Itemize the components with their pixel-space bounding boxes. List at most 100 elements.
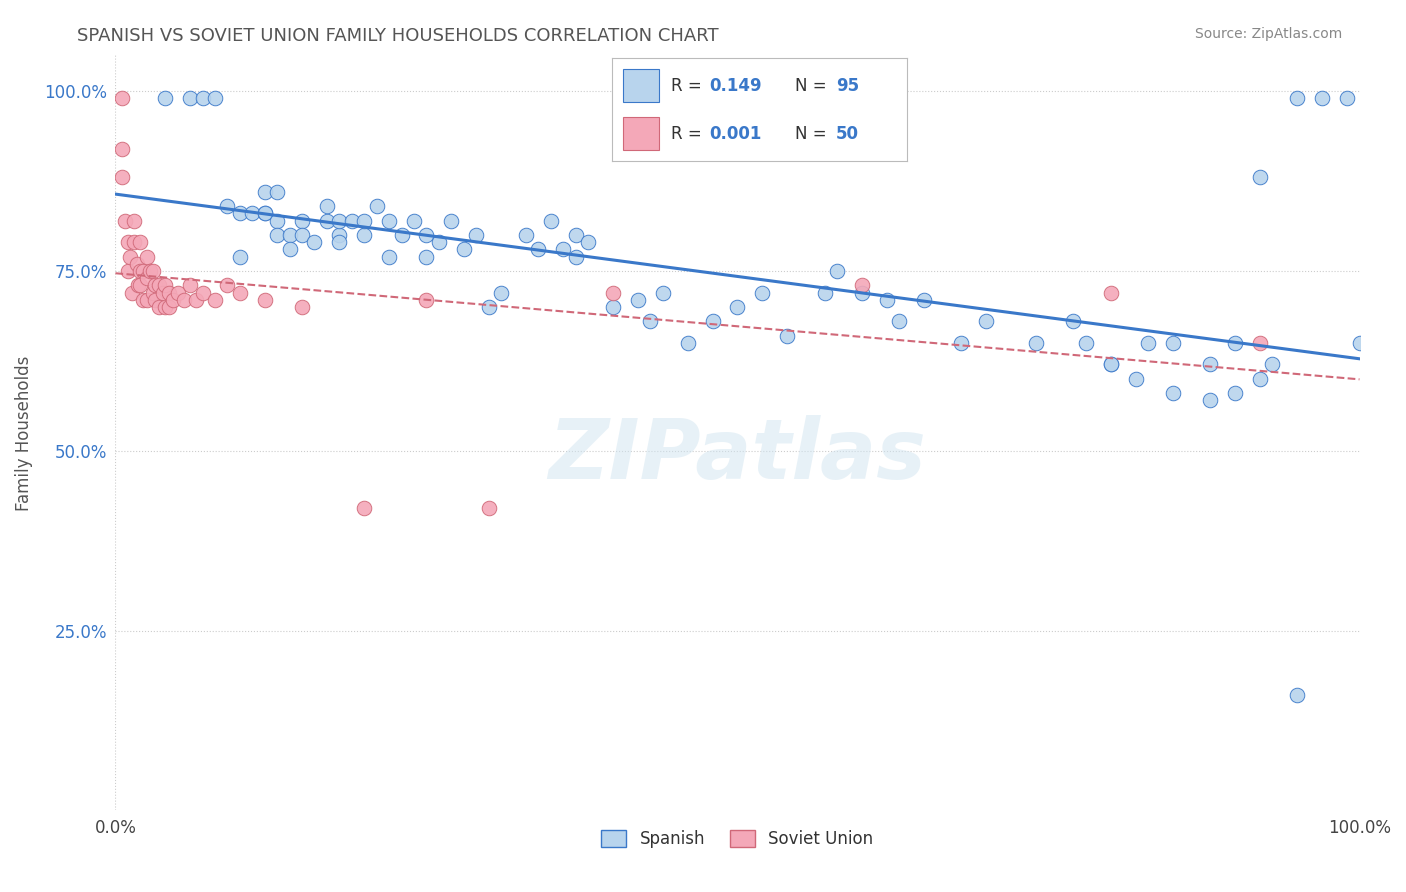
Text: SPANISH VS SOVIET UNION FAMILY HOUSEHOLDS CORRELATION CHART: SPANISH VS SOVIET UNION FAMILY HOUSEHOLD… — [77, 27, 718, 45]
Point — [191, 91, 214, 105]
Point — [186, 293, 208, 307]
Point — [1249, 335, 1271, 350]
Point — [217, 278, 239, 293]
Point — [127, 278, 149, 293]
Point — [1223, 386, 1246, 401]
Point — [278, 227, 301, 242]
Text: N =: N = — [794, 125, 831, 143]
Point — [253, 206, 276, 220]
Point — [1348, 335, 1371, 350]
Point — [316, 213, 339, 227]
Point — [291, 213, 314, 227]
Point — [304, 235, 326, 250]
Point — [851, 278, 873, 293]
Point — [253, 206, 276, 220]
Point — [132, 293, 155, 307]
Point — [776, 328, 799, 343]
Point — [328, 213, 350, 227]
Point — [253, 185, 276, 199]
Point — [1137, 335, 1160, 350]
Point — [204, 91, 226, 105]
Point — [651, 285, 673, 300]
Point — [553, 243, 575, 257]
Point — [378, 250, 401, 264]
Point — [876, 293, 898, 307]
Point — [1099, 358, 1122, 372]
Point — [1249, 372, 1271, 386]
Point — [204, 293, 226, 307]
Point — [229, 285, 252, 300]
Point — [1161, 335, 1184, 350]
Point — [564, 250, 586, 264]
Point — [440, 213, 463, 227]
Text: 0.001: 0.001 — [709, 125, 762, 143]
Point — [121, 285, 143, 300]
Text: Source: ZipAtlas.com: Source: ZipAtlas.com — [1195, 27, 1343, 41]
Point — [1025, 335, 1047, 350]
Legend: Spanish, Soviet Union: Spanish, Soviet Union — [595, 823, 880, 855]
Point — [328, 227, 350, 242]
Point — [142, 264, 165, 278]
Point — [152, 285, 174, 300]
Text: 95: 95 — [837, 77, 859, 95]
Point — [135, 293, 157, 307]
Point — [229, 250, 252, 264]
Point — [253, 293, 276, 307]
Point — [813, 285, 835, 300]
Point — [602, 300, 624, 314]
Point — [540, 213, 562, 227]
Point — [627, 293, 650, 307]
Point — [111, 170, 134, 185]
Y-axis label: Family Households: Family Households — [15, 355, 32, 510]
Point — [1310, 91, 1333, 105]
Point — [148, 300, 170, 314]
Bar — [623, 118, 659, 150]
Point — [851, 285, 873, 300]
Point — [240, 206, 263, 220]
Point — [191, 285, 214, 300]
Point — [353, 501, 375, 516]
Point — [391, 227, 413, 242]
Point — [340, 213, 363, 227]
Point — [132, 264, 155, 278]
Point — [291, 227, 314, 242]
Point — [478, 300, 501, 314]
Point — [122, 235, 145, 250]
Point — [117, 235, 139, 250]
Text: R =: R = — [671, 125, 707, 143]
Text: R =: R = — [671, 77, 707, 95]
Point — [135, 271, 157, 285]
Point — [676, 335, 699, 350]
Point — [111, 142, 134, 156]
Point — [278, 243, 301, 257]
Point — [427, 235, 450, 250]
Point — [974, 314, 997, 328]
Point — [1286, 689, 1309, 703]
Point — [148, 278, 170, 293]
Point — [527, 243, 550, 257]
Point — [415, 227, 437, 242]
Point — [143, 278, 166, 293]
Point — [111, 91, 134, 105]
Point — [155, 278, 177, 293]
Point — [135, 250, 157, 264]
Point — [825, 264, 848, 278]
Point — [328, 235, 350, 250]
Point — [155, 91, 177, 105]
Point — [266, 185, 288, 199]
Point — [1099, 285, 1122, 300]
Point — [1261, 358, 1284, 372]
Text: ZIPatlas: ZIPatlas — [548, 415, 927, 496]
Point — [889, 314, 911, 328]
Point — [353, 227, 375, 242]
Point — [564, 227, 586, 242]
Point — [478, 501, 501, 516]
Point — [415, 293, 437, 307]
Point — [266, 227, 288, 242]
Point — [142, 285, 165, 300]
Point — [515, 227, 537, 242]
Point — [1161, 386, 1184, 401]
Point — [166, 285, 188, 300]
Point — [1199, 393, 1222, 408]
Point — [378, 213, 401, 227]
